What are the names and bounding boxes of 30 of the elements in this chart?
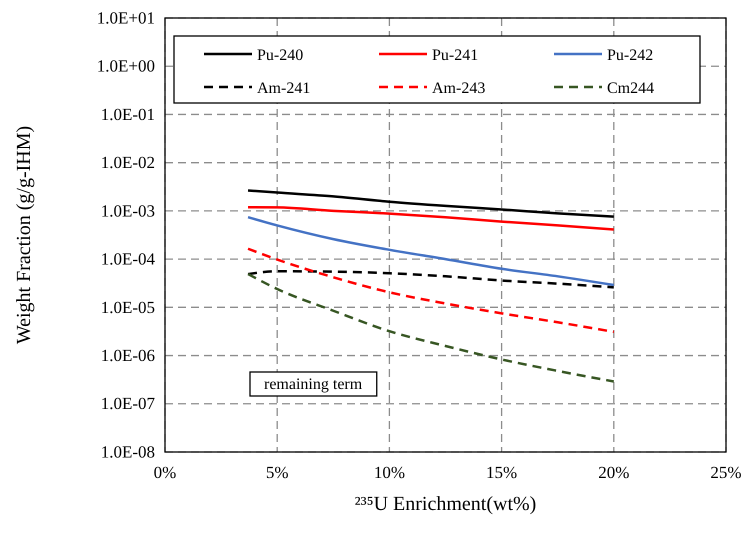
legend-label: Pu-242 [607,47,654,64]
x-tick-label: 20% [598,463,630,482]
y-tick-label: 1.0E-01 [100,104,155,124]
y-tick-label: 1.0E-07 [100,394,156,414]
line-series [246,189,616,218]
legend-label: Cm244 [607,80,654,97]
y-tick-label: 1.0E-02 [100,153,155,172]
x-tick-label: 5% [266,463,289,482]
y-tick-label: 1.0E+00 [96,56,155,76]
y-tick-label: 1.0E-04 [100,250,156,269]
x-tick-label: 0% [154,463,176,482]
legend-label: Pu-240 [257,47,304,64]
y-tick-label: 1.0E-05 [100,298,155,317]
x-tick-label: 10% [374,463,405,482]
legend-label: Am-243 [432,80,486,97]
annotation: remaining term [264,376,363,393]
y-tick-label: 1.0E+01 [96,8,155,28]
x-tick-label: 25% [710,463,742,482]
legend-label: Am-241 [257,80,310,97]
x-axis-title: ²³⁵U Enrichment(wt%) [354,493,536,515]
x-tick-label: 15% [486,463,518,482]
line-series [246,248,616,334]
line-series [246,216,616,286]
legend-label: Pu-241 [432,47,478,64]
y-tick-label: 1.0E-08 [100,442,155,462]
y-axis-title: Weight Fraction (g/g-IHM) [13,126,35,344]
y-tick-label: 1.0E-03 [100,201,155,220]
line-series [246,206,616,231]
line-series [246,270,616,289]
y-tick-label: 1.0E-06 [100,346,155,365]
